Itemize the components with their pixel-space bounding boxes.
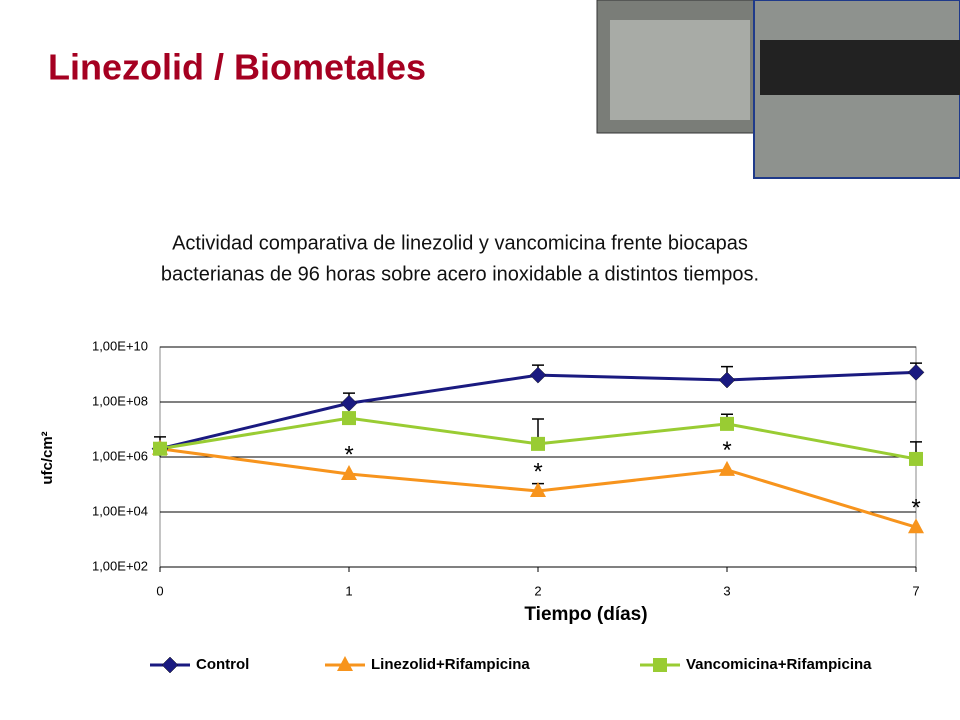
legend-label: Control — [196, 656, 249, 673]
marker — [719, 460, 735, 476]
marker — [530, 482, 546, 498]
annotation: * — [722, 437, 731, 464]
marker — [908, 518, 924, 534]
y-tick-label: 1,00E+08 — [92, 393, 148, 408]
y-tick-label: 1,00E+10 — [92, 338, 148, 353]
annotation: * — [533, 458, 542, 485]
marker — [531, 436, 545, 451]
marker — [342, 411, 356, 426]
y-tick-label: 1,00E+02 — [92, 558, 148, 573]
legend-label: Linezolid+Rifampicina — [371, 656, 530, 673]
marker — [161, 656, 179, 674]
x-tick-label: 7 — [912, 583, 919, 598]
annotation: * — [911, 495, 920, 522]
marker — [340, 394, 358, 412]
marker — [720, 416, 734, 431]
y-tick-label: 1,00E+04 — [92, 503, 148, 518]
x-tick-label: 2 — [534, 583, 541, 598]
y-axis-title: ufc/cm² — [39, 431, 56, 484]
description-line: Actividad comparativa de linezolid y van… — [172, 232, 748, 254]
x-tick-label: 0 — [156, 583, 163, 598]
legend-label: Vancomicina+Rifampicina — [686, 656, 872, 673]
marker — [529, 366, 547, 384]
y-tick-label: 1,00E+06 — [92, 448, 148, 463]
marker — [337, 656, 353, 671]
photo-samples-detail — [760, 40, 960, 95]
marker — [341, 465, 357, 481]
annotation: * — [344, 441, 353, 468]
marker — [153, 441, 167, 456]
marker — [907, 363, 925, 381]
marker — [718, 371, 736, 389]
photo-device-detail — [610, 20, 750, 120]
slide-title: Linezolid / Biometales — [48, 47, 426, 88]
marker — [653, 658, 667, 672]
x-tick-label: 1 — [345, 583, 352, 598]
x-axis-title: Tiempo (días) — [524, 604, 647, 625]
x-tick-label: 3 — [723, 583, 730, 598]
description-line: bacterianas de 96 horas sobre acero inox… — [161, 263, 759, 285]
marker — [909, 451, 923, 466]
